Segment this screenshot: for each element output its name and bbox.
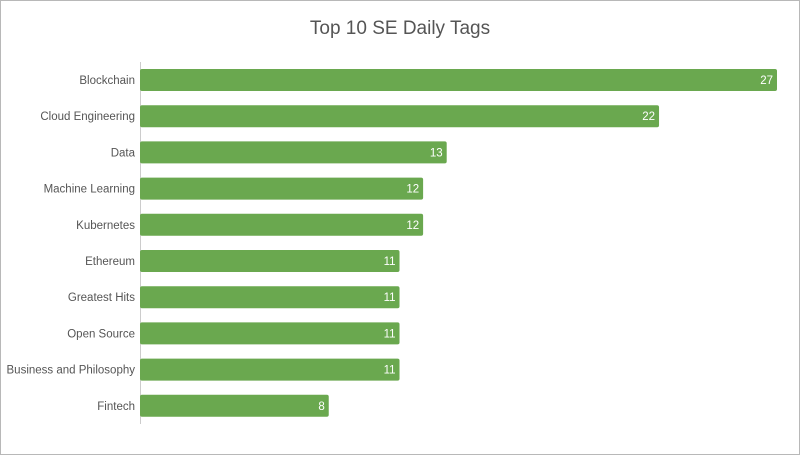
value-label-business-and-philosophy: 11	[384, 365, 396, 377]
category-label-kubernetes: Kubernetes	[76, 220, 135, 232]
value-label-open-source: 11	[384, 328, 396, 340]
category-label-open-source: Open Source	[67, 328, 135, 340]
value-label-greatest-hits: 11	[384, 292, 396, 304]
bar-kubernetes[interactable]	[140, 213, 424, 236]
bar-fintech[interactable]	[140, 394, 329, 417]
value-label-data: 13	[430, 147, 443, 159]
category-label-blockchain: Blockchain	[79, 75, 135, 87]
category-label-fintech: Fintech	[97, 401, 135, 413]
value-label-kubernetes: 12	[406, 220, 419, 232]
bar-greatest-hits[interactable]	[140, 286, 400, 309]
value-label-blockchain: 27	[760, 75, 773, 87]
category-label-cloud-engineering: Cloud Engineering	[40, 111, 135, 123]
category-label-ethereum: Ethereum	[85, 256, 135, 268]
value-label-fintech: 8	[318, 401, 324, 413]
bar-blockchain[interactable]	[140, 69, 777, 91]
chart-title: Top 10 SE Daily Tags	[309, 18, 491, 39]
category-label-business-and-philosophy: Business and Philosophy	[7, 365, 136, 377]
bar-business-and-philosophy[interactable]	[140, 358, 400, 381]
bar-open-source[interactable]	[140, 322, 400, 345]
category-label-greatest-hits: Greatest Hits	[68, 292, 135, 304]
value-label-machine-learning: 12	[406, 184, 419, 196]
bar-machine-learning[interactable]	[140, 177, 424, 200]
bars-group: Blockchain 27 Cloud Engineering 22 Data 13 Mac…	[7, 69, 777, 417]
bar-cloud-engineering[interactable]	[140, 105, 660, 128]
value-label-cloud-engineering: 22	[642, 111, 655, 123]
category-label-machine-learning: Machine Learning	[44, 184, 135, 196]
category-label-data: Data	[111, 147, 136, 159]
bar-data[interactable]	[140, 141, 447, 164]
bar-ethereum[interactable]	[140, 250, 400, 272]
value-label-ethereum: 11	[384, 256, 396, 268]
